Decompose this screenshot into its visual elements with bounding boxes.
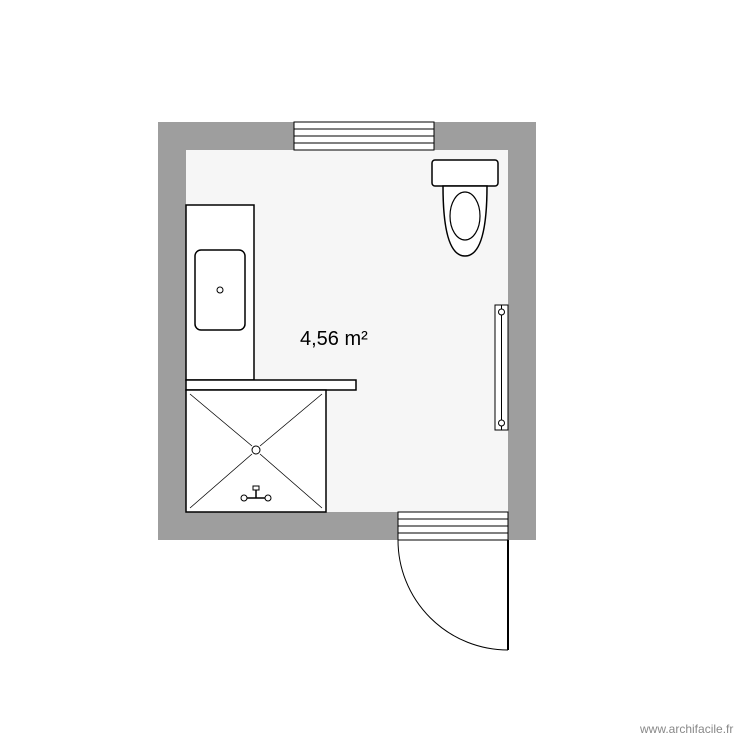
window-right <box>495 305 508 430</box>
vanity <box>186 205 254 380</box>
floorplan: 4,56 m² <box>0 0 750 750</box>
partition-wall <box>186 380 356 390</box>
area-label: 4,56 m² <box>300 328 368 350</box>
door <box>398 512 508 650</box>
shower <box>186 390 326 512</box>
watermark: www.archifacile.fr <box>640 722 733 736</box>
window-top <box>294 122 434 150</box>
